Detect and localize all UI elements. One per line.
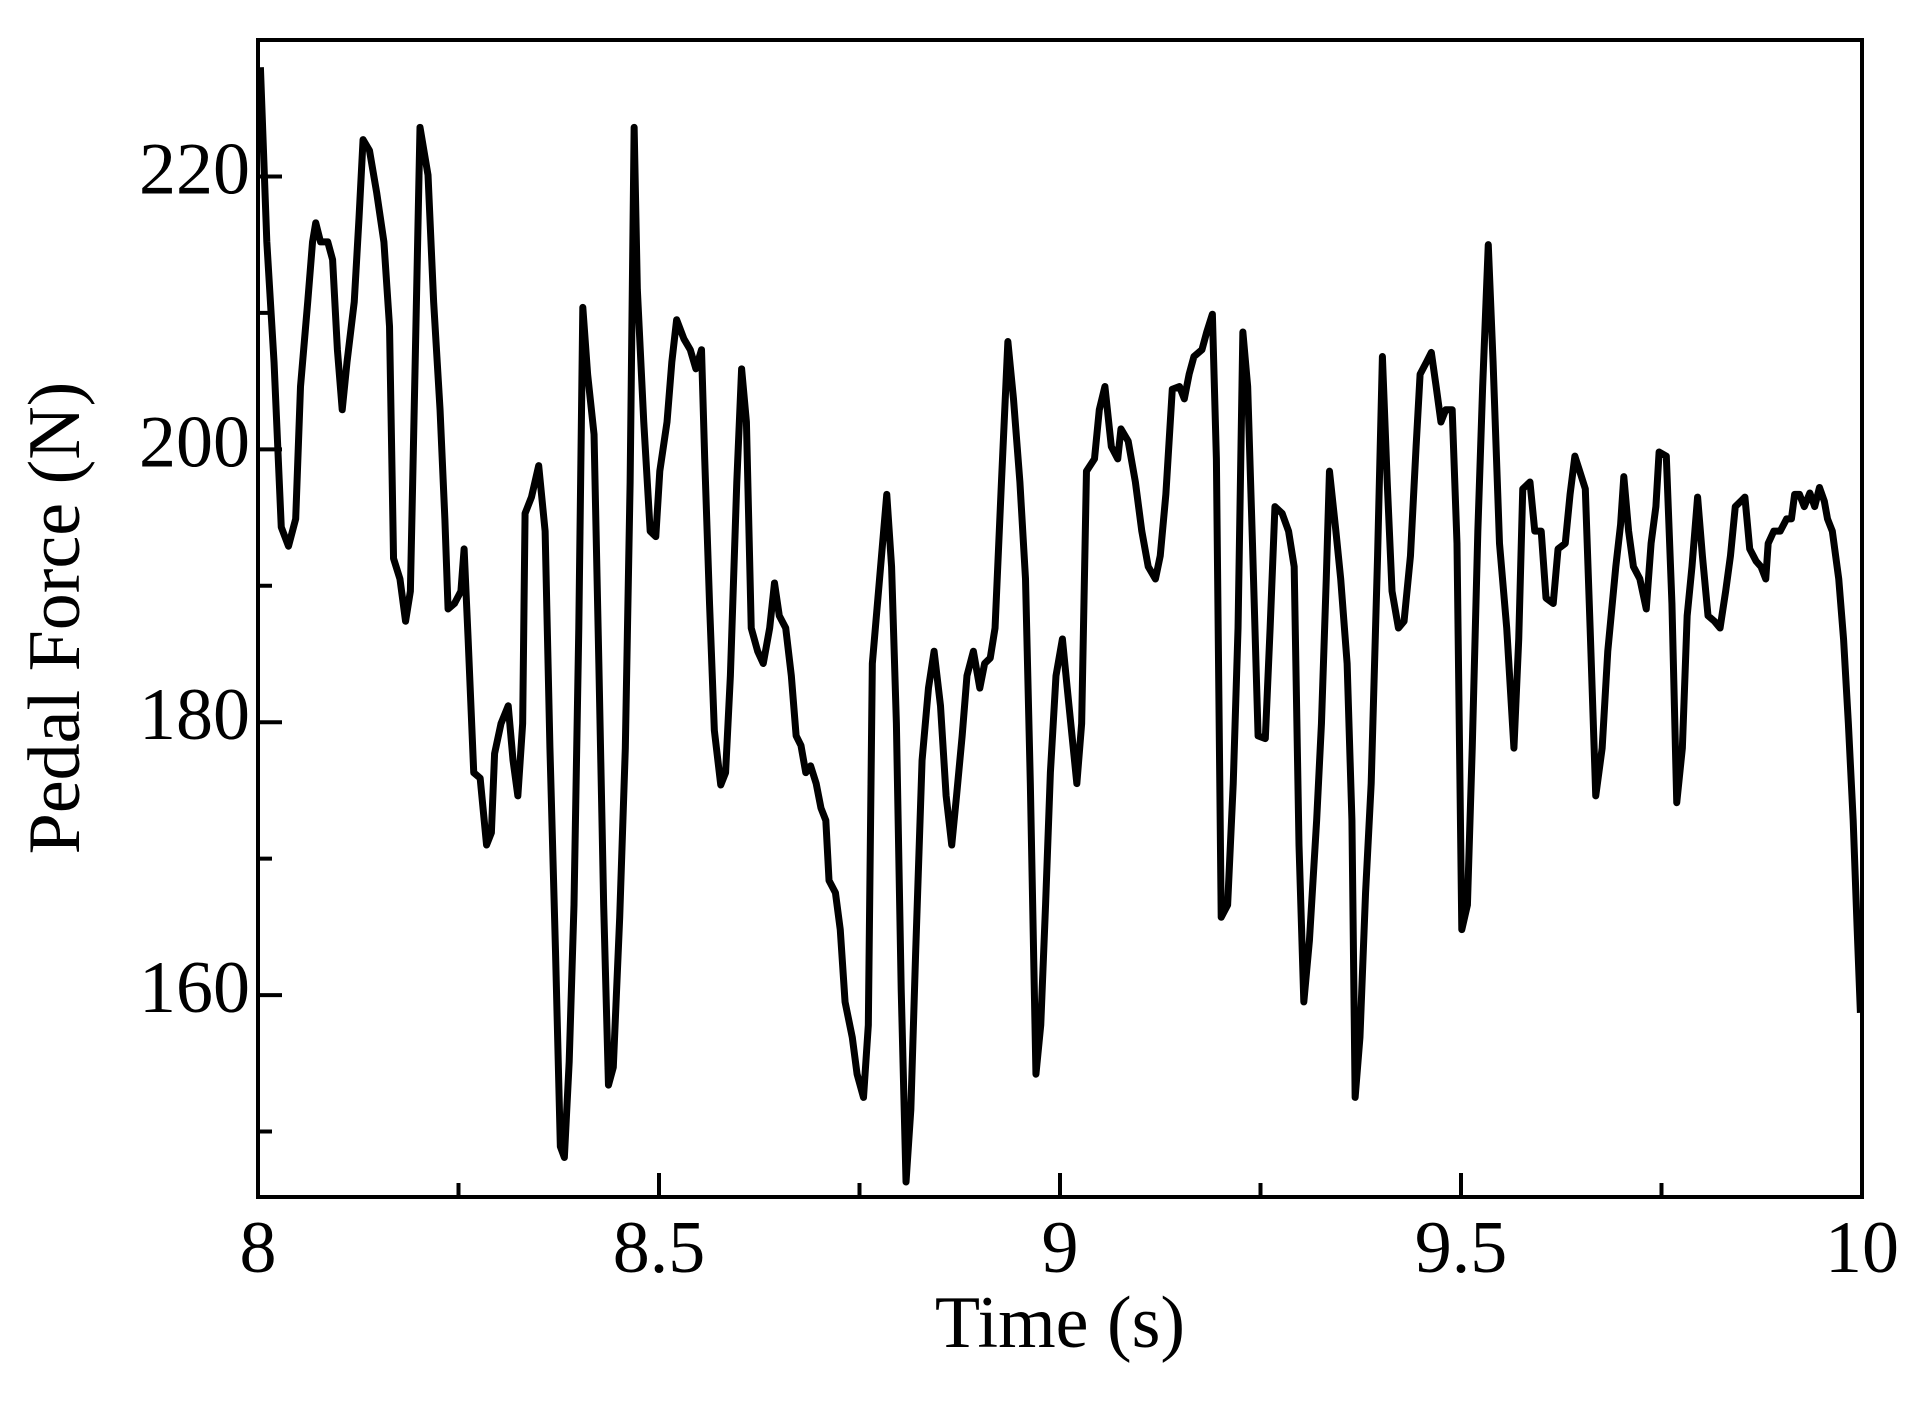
y-tick-label: 160 xyxy=(139,947,250,1029)
x-tick-label: 8.5 xyxy=(613,1207,706,1289)
y-tick-label: 180 xyxy=(139,674,250,756)
y-tick-label: 220 xyxy=(139,128,250,210)
x-tick-label: 9 xyxy=(1042,1207,1079,1289)
plot-frame xyxy=(256,38,1864,1199)
x-tick-label: 9.5 xyxy=(1415,1207,1508,1289)
x-axis-label: Time (s) xyxy=(935,1282,1185,1364)
x-tick-label: 10 xyxy=(1825,1207,1899,1289)
y-tick-label: 200 xyxy=(139,401,250,483)
y-axis-label: Pedal Force (N) xyxy=(14,382,96,855)
data-line xyxy=(256,67,1864,1186)
x-tick-label: 8 xyxy=(240,1207,277,1289)
